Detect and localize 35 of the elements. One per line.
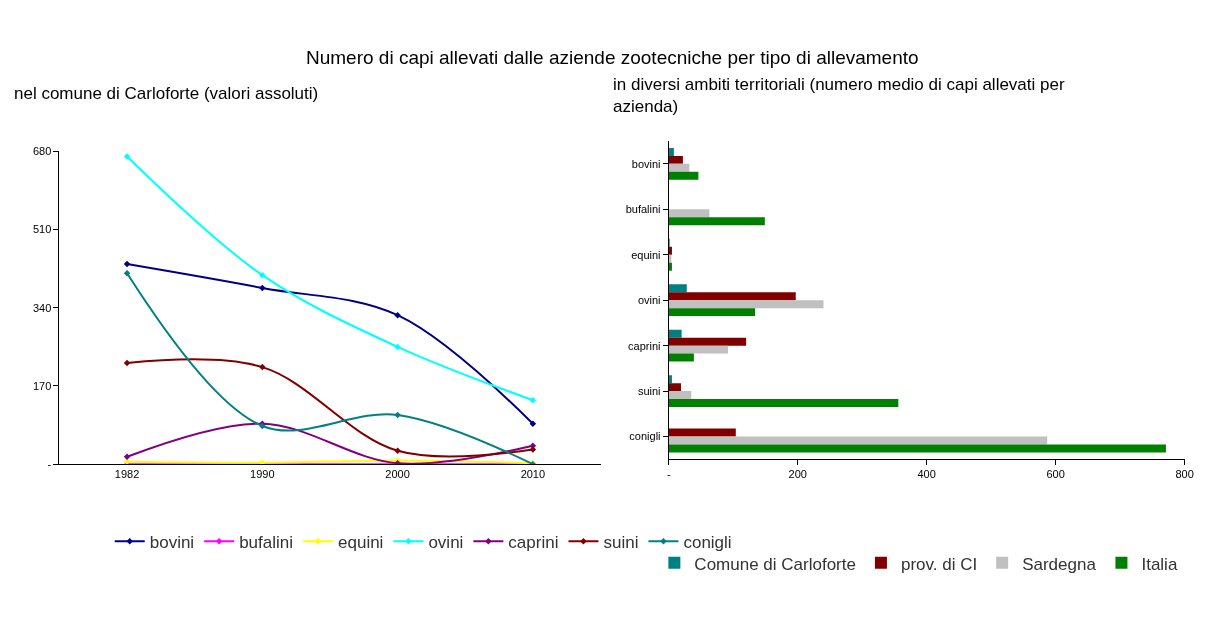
- y-tick-label: 170: [32, 379, 52, 392]
- x-tick-label: 1990: [250, 468, 275, 481]
- chart-subtitle: in diversi ambiti territoriali (numero medio di capi allevati per azienda): [613, 75, 1065, 117]
- x-tick-label: 1982: [114, 468, 140, 481]
- x-tick-label: 2000: [385, 468, 410, 481]
- x-tick-label: 800: [1175, 468, 1194, 481]
- legend-label: ovini: [428, 532, 464, 552]
- y-tick-label: caprini: [628, 339, 661, 352]
- legend-label: equini: [338, 532, 384, 552]
- legend-label: bovini: [149, 532, 195, 552]
- legend-label: Comune di Carloforte: [694, 554, 856, 574]
- chart-subtitle: nel comune di Carloforte (valori assoluti): [14, 84, 319, 103]
- x-tick-label: -: [666, 468, 671, 481]
- legend-label: prov. di CI: [900, 554, 978, 574]
- y-tick-label: bufalini: [625, 203, 661, 216]
- y-tick-label: 680: [32, 145, 52, 158]
- y-tick-label: 340: [32, 301, 52, 314]
- y-tick-label: -: [47, 457, 52, 470]
- y-tick-label: 510: [32, 223, 52, 236]
- y-tick-label: suini: [637, 384, 661, 397]
- legend-label: Italia: [1141, 554, 1178, 574]
- x-tick-label: 400: [917, 468, 936, 481]
- legend-label: bufalini: [239, 532, 294, 552]
- y-tick-label: ovini: [637, 294, 661, 307]
- x-tick-label: 2010: [520, 468, 546, 481]
- legend-label: suini: [603, 532, 639, 552]
- chart-title: Numero di capi allevati dalle aziende zootecniche per tipo di allevamento: [306, 47, 919, 68]
- y-tick-label: equini: [631, 248, 661, 261]
- legend-label: Sardegna: [1022, 554, 1097, 574]
- x-tick-label: 200: [788, 468, 807, 481]
- x-tick-label: 600: [1046, 468, 1065, 481]
- y-tick-label: conigli: [629, 430, 661, 443]
- legend-label: conigli: [683, 532, 732, 552]
- y-tick-label: bovini: [631, 157, 661, 170]
- legend-label: caprini: [508, 532, 559, 552]
